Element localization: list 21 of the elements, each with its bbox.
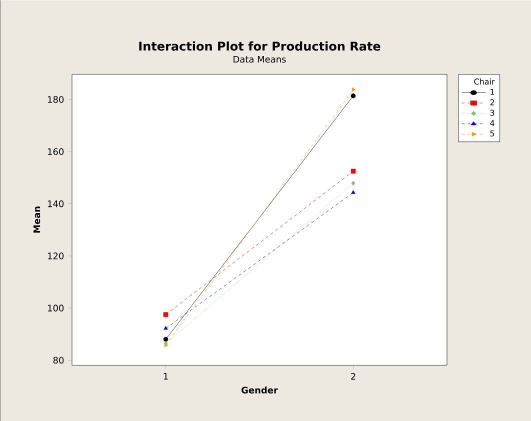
point (351, 180, 356, 186)
y-tick-label: 80 (53, 356, 64, 364)
legend-label: 2 (490, 99, 494, 106)
legend-label: 5 (490, 130, 494, 136)
x-axis-title: Gender (242, 386, 278, 394)
chart-subtitle: Data Means (234, 56, 286, 62)
legend-title: Chair (474, 78, 495, 84)
chart-title: Interaction Plot for Production Rate (139, 41, 380, 51)
y-axis-title: Mean (33, 206, 40, 232)
y-tick-label: 120 (48, 252, 64, 260)
point (350, 168, 356, 174)
legend-label: 1 (490, 88, 494, 95)
y-tick-label: 140 (48, 200, 64, 208)
point (163, 312, 168, 317)
point (350, 93, 356, 98)
y-tick-label: 180 (48, 96, 64, 103)
y-tick-label: 160 (48, 148, 64, 155)
point (163, 336, 168, 342)
legend-label: 4 (490, 120, 494, 126)
y-tick-label: 100 (48, 304, 64, 312)
legend-label: 3 (490, 110, 494, 116)
